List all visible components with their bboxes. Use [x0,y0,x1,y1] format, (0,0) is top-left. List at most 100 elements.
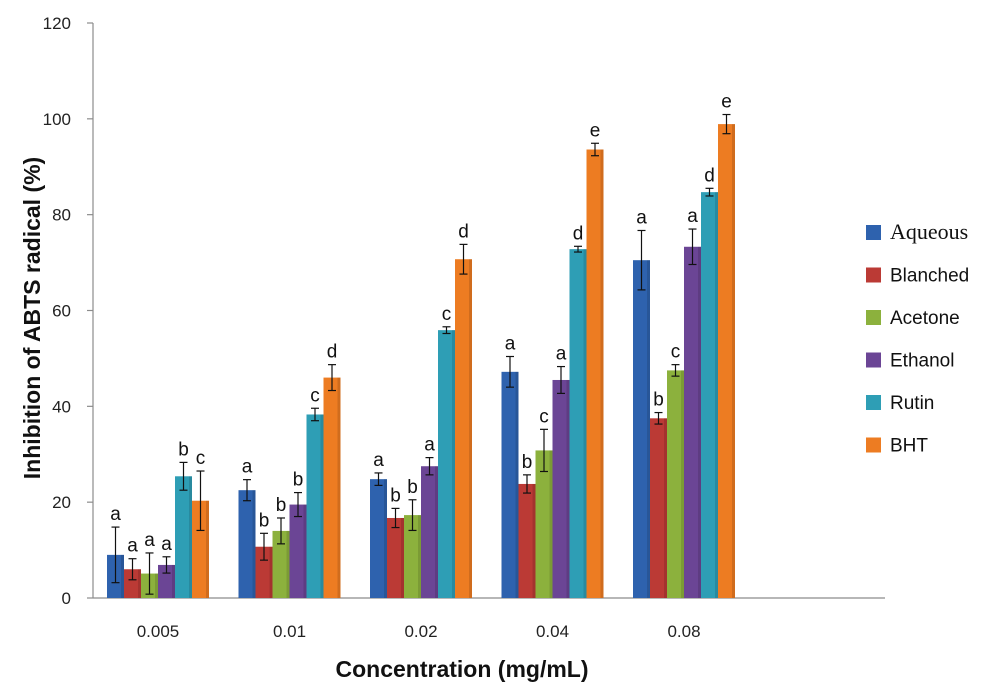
significance-label: b [293,470,304,491]
legend-swatch [866,310,881,325]
significance-label: e [721,92,732,113]
y-tick-label: 0 [62,589,71,608]
bar [272,530,290,598]
significance-label: a [636,207,647,228]
significance-label: c [310,385,320,406]
legend-label: Rutin [890,393,934,414]
bar [667,370,684,598]
bar [421,466,438,598]
bar-shade [732,124,735,599]
significance-label: e [590,120,601,141]
significance-label: b [276,495,287,516]
bar-shade [583,249,587,598]
legend-label: Aqueous [890,219,968,244]
bar-shade [303,504,307,598]
bar-shade [384,479,387,598]
bar-shade [138,569,141,598]
bar [124,569,141,598]
significance-label: d [458,221,469,242]
bar [518,483,536,598]
bar-shade [664,418,667,598]
bar [455,259,472,598]
y-tick-label: 120 [43,14,71,33]
significance-label: b [653,390,664,411]
bar [175,476,192,598]
significance-label: a [424,435,435,456]
significance-label: a [127,536,138,557]
y-axis-ticks: 0 20 40 60 80 100 120 [43,14,93,608]
legend-swatch [866,352,881,368]
legend-label: BHT [890,436,928,457]
bar-shade [549,450,553,598]
bar-shade [452,330,455,598]
legend-label: Blanched [890,266,969,287]
significance-label: a [161,534,172,555]
legend-swatch [866,437,881,453]
bar-shade [435,466,438,598]
legend-swatch [866,225,881,240]
bar [535,450,553,598]
significance-label: c [539,406,549,427]
bar-shade [121,554,124,598]
x-axis-title: Concentration (mg/mL) [336,656,589,682]
significance-label: a [242,457,253,478]
bar-shade [566,379,570,598]
significance-label: d [327,342,338,363]
significance-label: b [259,510,270,531]
bar [158,564,175,598]
x-tick-label: 0.005 [137,622,180,641]
legend-label: Acetone [890,308,960,329]
bar-shade [715,192,718,599]
bar [701,192,718,599]
bar-shade [252,490,256,598]
bar [650,418,667,598]
bar [501,371,519,598]
bar [255,546,273,598]
bar [684,246,701,599]
bar-shade [600,149,604,598]
x-axis-ticks: 0.005 0.01 0.02 0.04 0.08 [137,622,701,641]
significance-label: b [407,477,418,498]
bar-shade [269,546,273,598]
bar-shade [469,259,472,598]
bar [192,500,209,598]
bar-shade [337,377,341,598]
bar-shade [320,414,324,598]
x-tick-label: 0.04 [536,622,569,641]
bar [306,414,324,598]
bar-shade [155,573,158,598]
significance-label: a [373,450,384,471]
bar [289,504,307,598]
bar-shade [418,515,421,598]
y-tick-label: 20 [52,493,71,512]
significance-label: c [196,448,206,469]
bar [569,249,587,598]
significance-label: d [573,223,584,244]
bar [438,330,455,598]
bar-shade [515,371,519,598]
y-tick-label: 100 [43,110,71,129]
significance-label: d [704,165,715,186]
significance-label: b [522,452,533,473]
bar [633,260,650,598]
significance-label: c [671,342,681,363]
y-tick-label: 40 [52,397,71,416]
bar [370,479,387,598]
bar [387,517,404,598]
bar-shade [401,517,404,598]
x-tick-label: 0.08 [667,622,700,641]
x-tick-label: 0.02 [404,622,437,641]
bar [404,515,421,598]
bar [238,490,256,598]
y-tick-label: 80 [52,206,71,225]
significance-label: a [687,206,698,227]
significance-label: b [178,439,189,460]
bar-shade [189,476,192,598]
bar-shade [698,246,701,599]
significance-label: a [144,530,155,551]
bar-shade [286,530,290,598]
significance-label: a [110,504,121,525]
y-tick-label: 60 [52,302,71,321]
